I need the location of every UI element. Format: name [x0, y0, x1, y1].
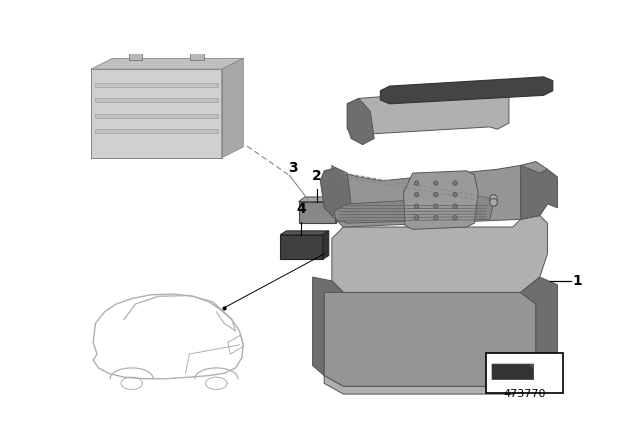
Polygon shape [334, 196, 493, 223]
Text: 473770: 473770 [503, 389, 546, 399]
Polygon shape [280, 235, 323, 259]
Polygon shape [324, 281, 536, 386]
Polygon shape [336, 197, 342, 223]
Bar [95, 83, 218, 87]
Circle shape [490, 195, 497, 202]
Circle shape [452, 181, 458, 185]
Circle shape [433, 181, 438, 185]
Bar [486, 353, 563, 392]
Polygon shape [520, 165, 557, 220]
Polygon shape [193, 44, 202, 51]
Circle shape [452, 204, 458, 208]
Polygon shape [323, 231, 329, 259]
Text: 2: 2 [312, 169, 322, 183]
Polygon shape [190, 51, 204, 60]
Polygon shape [332, 215, 547, 293]
Polygon shape [528, 364, 534, 370]
Polygon shape [129, 51, 143, 60]
Circle shape [414, 192, 419, 197]
Circle shape [414, 204, 419, 208]
Polygon shape [299, 202, 336, 223]
Bar [91, 69, 221, 158]
Text: 4: 4 [296, 202, 306, 216]
Polygon shape [324, 375, 536, 394]
Polygon shape [91, 58, 243, 69]
Circle shape [433, 215, 438, 220]
Polygon shape [320, 168, 351, 215]
Polygon shape [91, 69, 221, 158]
Polygon shape [221, 58, 243, 158]
Polygon shape [280, 231, 329, 235]
Bar [95, 129, 218, 133]
Polygon shape [403, 171, 478, 229]
Polygon shape [520, 277, 557, 377]
Circle shape [433, 204, 438, 208]
Circle shape [452, 192, 458, 197]
Polygon shape [380, 77, 553, 104]
Polygon shape [299, 197, 342, 202]
Bar [95, 114, 218, 118]
Polygon shape [492, 364, 534, 379]
Polygon shape [312, 277, 344, 375]
Polygon shape [131, 44, 140, 51]
Circle shape [452, 215, 458, 220]
Polygon shape [348, 99, 374, 145]
Circle shape [490, 198, 497, 206]
Bar [95, 99, 218, 102]
Circle shape [433, 192, 438, 197]
Polygon shape [348, 88, 509, 134]
Circle shape [414, 181, 419, 185]
Circle shape [414, 215, 419, 220]
Text: 3: 3 [288, 161, 298, 175]
Polygon shape [332, 162, 547, 227]
Text: 1: 1 [573, 274, 582, 288]
